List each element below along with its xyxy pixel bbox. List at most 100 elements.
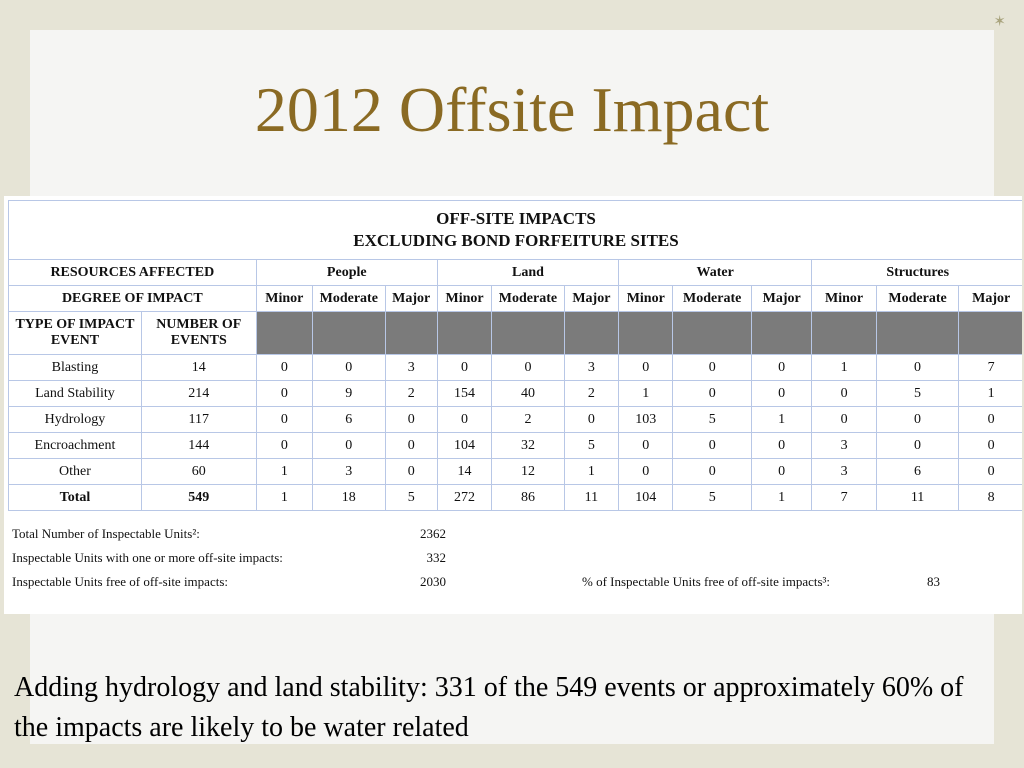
shaded-cell <box>672 311 752 355</box>
impact-value-cell: 0 <box>672 432 752 459</box>
impact-value-cell: 103 <box>618 406 674 433</box>
impact-value-cell: 0 <box>672 458 752 485</box>
impact-value-cell: 0 <box>384 406 438 433</box>
impact-value-cell: 0 <box>312 354 386 381</box>
shaded-cell <box>436 311 493 355</box>
impact-value-cell: 3 <box>811 458 877 485</box>
impact-value-cell: 8 <box>958 484 1022 511</box>
impact-value-cell: 12 <box>491 458 565 485</box>
impact-value-cell: 0 <box>811 406 877 433</box>
impact-value-cell: 2 <box>491 406 565 433</box>
event-count: 117 <box>140 406 257 433</box>
number-of-events-label: NUMBER OF EVENTS <box>140 311 257 355</box>
table-row: Encroachment 144 0 0 0 104 32 5 0 0 0 3 0 0 <box>8 432 1022 459</box>
table-title: OFF-SITE IMPACTS EXCLUDING BOND FORFEITU… <box>8 200 1022 260</box>
impact-value-cell: 0 <box>384 432 438 459</box>
impact-value-cell: 0 <box>618 458 674 485</box>
type-of-impact-label: TYPE OF IMPACT EVENT <box>8 311 142 355</box>
impact-value-cell: 7 <box>958 354 1022 381</box>
impact-value-cell: 11 <box>563 484 620 511</box>
impact-value-cell: 0 <box>811 380 877 407</box>
percent-free-label: % of Inspectable Units free of off-site … <box>582 574 831 589</box>
degree-header: Moderate <box>875 285 960 312</box>
impact-value-cell: 154 <box>436 380 493 407</box>
shaded-cell <box>958 311 1022 355</box>
total-units-value: 2362 <box>420 526 446 541</box>
offsite-impacts-table-image: OFF-SITE IMPACTS EXCLUDING BOND FORFEITU… <box>4 196 1022 614</box>
degree-header: Moderate <box>672 285 752 312</box>
shaded-cell <box>811 311 877 355</box>
shaded-cell <box>875 311 960 355</box>
degree-header: Major <box>958 285 1022 312</box>
row-label: Hydrology <box>8 406 142 433</box>
shaded-cell <box>255 311 314 355</box>
event-count: 14 <box>140 354 257 381</box>
impact-value-cell: 86 <box>491 484 565 511</box>
table-row: Other 60 1 3 0 14 12 1 0 0 0 3 6 0 <box>8 458 1022 485</box>
impact-value-cell: 1 <box>618 380 674 407</box>
degree-of-impact-label: DEGREE OF IMPACT <box>8 285 257 312</box>
impact-value-cell: 0 <box>384 458 438 485</box>
impact-value-cell: 0 <box>436 354 493 381</box>
impact-value-cell: 104 <box>436 432 493 459</box>
impact-value-cell: 6 <box>875 458 960 485</box>
impact-value-cell: 0 <box>750 458 813 485</box>
group-land: Land <box>436 259 620 286</box>
row-label: Other <box>8 458 142 485</box>
row-label: Total <box>8 484 142 511</box>
impact-value-cell: 3 <box>563 354 620 381</box>
group-water: Water <box>618 259 813 286</box>
impact-value-cell: 0 <box>618 354 674 381</box>
impact-value-cell: 9 <box>312 380 386 407</box>
degree-header: Minor <box>811 285 877 312</box>
impact-value-cell: 5 <box>384 484 438 511</box>
impact-value-cell: 1 <box>563 458 620 485</box>
impact-value-cell: 272 <box>436 484 493 511</box>
slide-caption: Adding hydrology and land stability: 331… <box>14 672 964 743</box>
impact-value-cell: 0 <box>672 354 752 381</box>
shaded-cell <box>312 311 386 355</box>
impact-value-cell: 0 <box>255 380 314 407</box>
impact-value-cell: 0 <box>750 380 813 407</box>
degree-header: Minor <box>618 285 674 312</box>
impact-value-cell: 0 <box>618 432 674 459</box>
offsite-impacts-table: OFF-SITE IMPACTS EXCLUDING BOND FORFEITU… <box>8 200 1022 511</box>
impact-value-cell: 0 <box>436 406 493 433</box>
impact-value-cell: 3 <box>312 458 386 485</box>
impact-value-cell: 1 <box>255 484 314 511</box>
impact-value-cell: 5 <box>672 406 752 433</box>
impact-value-cell: 40 <box>491 380 565 407</box>
impact-value-cell: 7 <box>811 484 877 511</box>
impact-value-cell: 0 <box>672 380 752 407</box>
impact-value-cell: 104 <box>618 484 674 511</box>
impact-value-cell: 0 <box>958 432 1022 459</box>
impact-value-cell: 6 <box>312 406 386 433</box>
row-label: Encroachment <box>8 432 142 459</box>
impact-value-cell: 0 <box>255 354 314 381</box>
units-free-value: 2030 <box>420 574 446 589</box>
table-row: Blasting 14 0 0 3 0 0 3 0 0 0 1 0 7 <box>8 354 1022 381</box>
event-count: 214 <box>140 380 257 407</box>
decorative-star-icon: ✶ <box>993 12 1006 30</box>
impact-value-cell: 0 <box>750 432 813 459</box>
impact-value-cell: 1 <box>750 484 813 511</box>
impact-value-cell: 0 <box>958 458 1022 485</box>
impact-value-cell: 0 <box>255 432 314 459</box>
degree-header: Minor <box>255 285 314 312</box>
shaded-cell <box>563 311 620 355</box>
impact-value-cell: 1 <box>255 458 314 485</box>
impact-value-cell: 1 <box>811 354 877 381</box>
impact-value-cell: 18 <box>312 484 386 511</box>
table-row: Total 549 1 18 5 272 86 11 104 5 1 7 11 8 <box>8 484 1022 511</box>
total-units-label: Total Number of Inspectable Units²: <box>12 526 200 541</box>
resources-affected-label: RESOURCES AFFECTED <box>8 259 257 286</box>
impact-value-cell: 14 <box>436 458 493 485</box>
event-count: 144 <box>140 432 257 459</box>
impact-value-cell: 0 <box>958 406 1022 433</box>
impact-value-cell: 3 <box>384 354 438 381</box>
event-count: 60 <box>140 458 257 485</box>
row-label: Blasting <box>8 354 142 381</box>
group-structures: Structures <box>811 259 1022 286</box>
impact-value-cell: 32 <box>491 432 565 459</box>
table-row: Land Stability 214 0 9 2 154 40 2 1 0 0 0 5 1 <box>8 380 1022 407</box>
